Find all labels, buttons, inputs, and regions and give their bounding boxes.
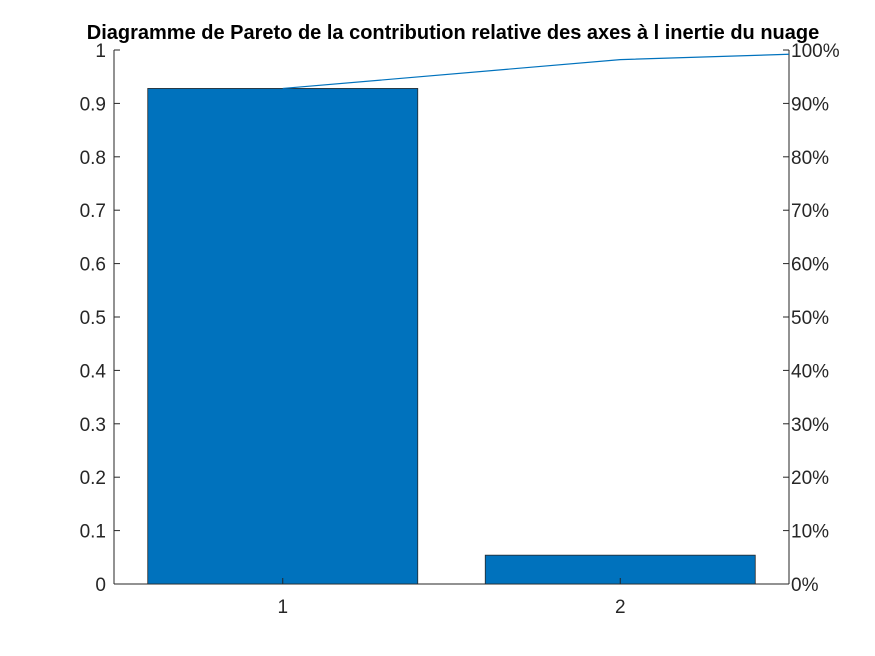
left-y-tick-label: 0.5 (80, 308, 106, 329)
right-y-tick-label: 40% (791, 361, 829, 382)
right-y-tick-label: 80% (791, 148, 829, 169)
left-y-tick-label: 0.4 (80, 361, 107, 382)
left-y-tick-label: 0.6 (80, 255, 106, 276)
right-y-tick-label: 70% (791, 201, 829, 222)
left-y-tick-label: 0.9 (80, 94, 106, 115)
chart-title: Diagramme de Pareto de la contribution r… (87, 22, 819, 44)
x-tick-label: 2 (615, 597, 626, 618)
ticks: 00.10.20.30.40.50.60.70.80.910%10%20%30%… (80, 41, 840, 618)
right-y-tick-label: 10% (791, 522, 829, 543)
cumulative-line-group (282, 53, 790, 90)
left-y-tick-label: 0.3 (80, 415, 106, 436)
right-y-tick-label: 50% (791, 308, 829, 329)
right-y-tick-label: 90% (791, 94, 829, 115)
right-y-tick-label: 30% (791, 415, 829, 436)
right-y-tick-label: 0% (791, 575, 819, 596)
left-y-tick-label: 0.1 (80, 522, 106, 543)
right-y-tick-label: 20% (791, 468, 829, 489)
bars (147, 88, 756, 585)
x-tick-label: 1 (277, 597, 288, 618)
left-y-tick-label: 0.2 (80, 468, 106, 489)
left-y-tick-label: 0.8 (80, 148, 106, 169)
left-y-tick-label: 0.7 (80, 201, 106, 222)
cumulative-line (282, 53, 790, 90)
bar-1 (147, 88, 419, 585)
right-y-tick-label: 60% (791, 255, 829, 276)
left-y-tick-label: 1 (95, 41, 106, 62)
right-y-tick-label: 100% (791, 41, 840, 62)
left-y-tick-label: 0 (95, 575, 106, 596)
